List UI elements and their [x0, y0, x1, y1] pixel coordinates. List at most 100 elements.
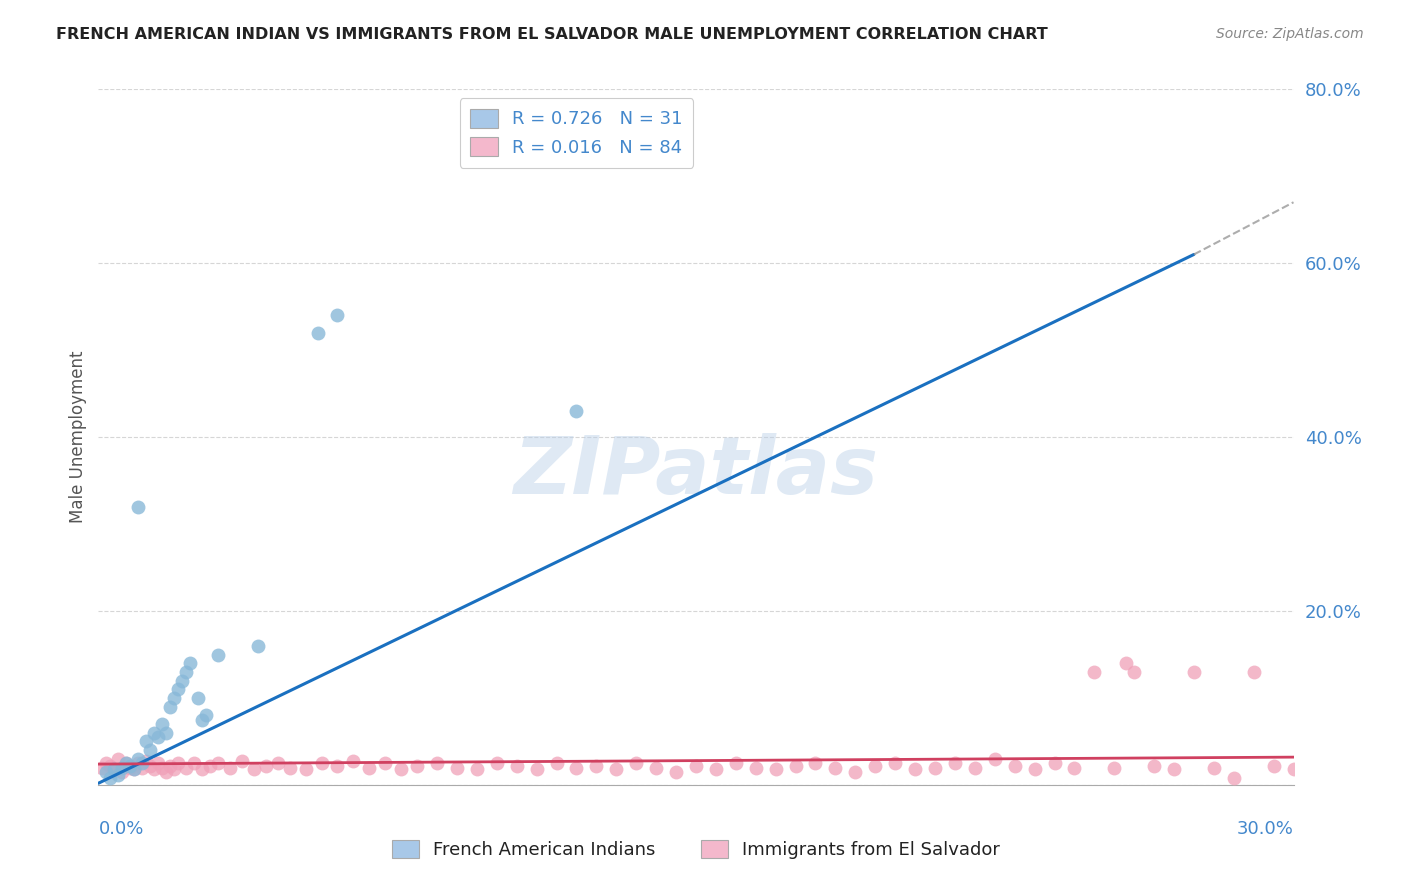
Point: [311, 756, 333, 771]
Point: [326, 759, 349, 773]
Point: [904, 762, 927, 776]
Point: [127, 500, 149, 514]
Point: [1143, 759, 1166, 773]
Point: [924, 760, 946, 774]
Point: [98, 771, 122, 785]
Point: [844, 764, 866, 779]
Point: [785, 759, 807, 773]
Point: [294, 762, 316, 776]
Point: [526, 762, 548, 776]
Text: Source: ZipAtlas.com: Source: ZipAtlas.com: [1216, 27, 1364, 41]
Point: [107, 767, 129, 781]
Point: [374, 756, 396, 771]
Point: [179, 657, 201, 671]
Point: [91, 760, 114, 774]
Point: [131, 760, 153, 774]
Legend: French American Indians, Immigrants from El Salvador: French American Indians, Immigrants from…: [384, 832, 1008, 866]
Point: [1024, 762, 1046, 776]
Point: [1043, 756, 1066, 771]
Point: [406, 759, 429, 773]
Y-axis label: Male Unemployment: Male Unemployment: [69, 351, 87, 524]
Point: [804, 756, 827, 771]
Point: [120, 760, 142, 774]
Point: [159, 699, 181, 714]
Point: [465, 762, 488, 776]
Point: [231, 754, 253, 768]
Point: [124, 762, 146, 776]
Point: [155, 726, 177, 740]
Point: [1163, 762, 1185, 776]
Point: [191, 713, 214, 727]
Point: [605, 762, 627, 776]
Point: [745, 760, 768, 774]
Point: [115, 756, 138, 771]
Point: [1123, 665, 1146, 679]
Text: 30.0%: 30.0%: [1237, 820, 1294, 838]
Point: [624, 756, 647, 771]
Point: [943, 756, 966, 771]
Point: [1202, 760, 1225, 774]
Point: [704, 762, 727, 776]
Point: [174, 760, 197, 774]
Point: [243, 762, 266, 776]
Point: [585, 759, 607, 773]
Point: [135, 734, 157, 748]
Point: [765, 762, 787, 776]
Point: [139, 759, 162, 773]
Point: [148, 730, 170, 744]
Point: [172, 673, 194, 688]
Point: [1222, 771, 1246, 785]
Point: [389, 762, 412, 776]
Point: [135, 754, 157, 768]
Point: [426, 756, 449, 771]
Point: [124, 762, 146, 776]
Point: [565, 404, 588, 418]
Point: [342, 754, 364, 768]
Point: [187, 690, 209, 705]
Point: [96, 756, 118, 771]
Point: [150, 717, 173, 731]
Point: [131, 756, 153, 771]
Point: [983, 752, 1005, 766]
Point: [1102, 760, 1125, 774]
Point: [96, 764, 118, 779]
Point: [824, 760, 846, 774]
Point: [1182, 665, 1205, 679]
Point: [207, 648, 229, 662]
Point: [159, 759, 181, 773]
Point: [307, 326, 329, 340]
Point: [115, 756, 138, 771]
Point: [103, 762, 125, 776]
Point: [1263, 759, 1285, 773]
Point: [1115, 657, 1137, 671]
Point: [139, 743, 162, 757]
Point: [565, 760, 588, 774]
Point: [1282, 762, 1305, 776]
Point: [155, 764, 177, 779]
Point: [1004, 759, 1026, 773]
Point: [724, 756, 747, 771]
Point: [127, 756, 149, 771]
Point: [127, 752, 149, 766]
Point: [191, 762, 214, 776]
Point: [103, 762, 125, 776]
Point: [254, 759, 277, 773]
Point: [863, 759, 886, 773]
Point: [884, 756, 907, 771]
Point: [246, 639, 269, 653]
Point: [446, 760, 468, 774]
Point: [546, 756, 568, 771]
Point: [163, 762, 186, 776]
Point: [194, 708, 218, 723]
Point: [665, 764, 688, 779]
Point: [219, 760, 242, 774]
Point: [506, 759, 529, 773]
Point: [120, 759, 142, 773]
Point: [143, 762, 166, 776]
Point: [183, 756, 205, 771]
Point: [163, 690, 186, 705]
Point: [685, 759, 707, 773]
Point: [645, 760, 668, 774]
Point: [326, 308, 349, 322]
Point: [1083, 665, 1105, 679]
